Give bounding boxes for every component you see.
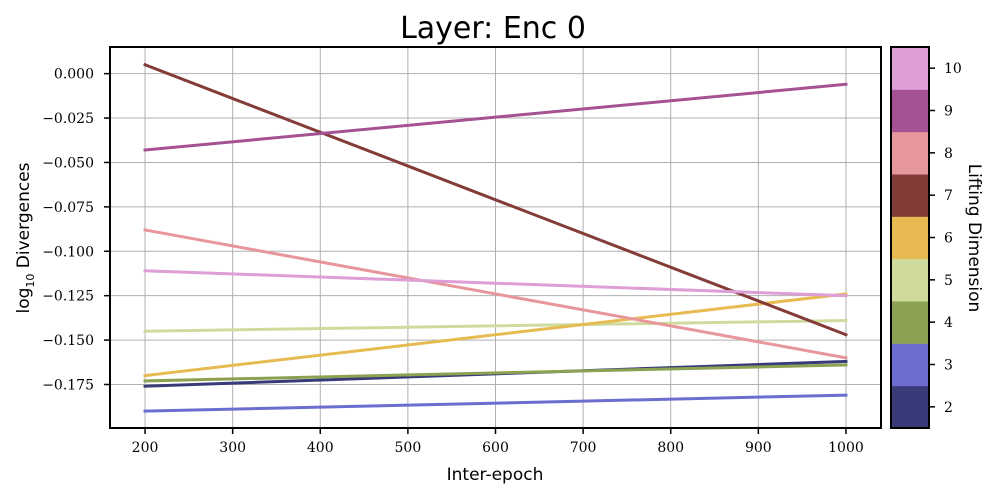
colorbar-segment [891, 385, 929, 429]
series-line-3 [143, 393, 848, 413]
colorbar-frame [890, 46, 930, 429]
series-lines [143, 62, 848, 413]
chart-title: Layer: Enc 0 [400, 11, 586, 46]
colorbar-tick-label: 6 [944, 231, 953, 247]
x-tick-label: 200 [132, 440, 159, 456]
colorbar-tick-label: 7 [944, 188, 953, 204]
y-tick-label: −0.025 [42, 111, 94, 127]
colorbar-segment [891, 258, 929, 302]
x-tick-label: 600 [482, 440, 509, 456]
x-tick-label: 700 [570, 440, 597, 456]
y-axis-label-sub: 10 [24, 274, 37, 288]
y-tick-label: −0.100 [42, 244, 94, 260]
y-axis-label-rest: Divergences [14, 162, 34, 273]
series-line-5 [143, 319, 848, 333]
colorbar-tick-label: 4 [944, 315, 953, 331]
y-tick-label: −0.150 [42, 333, 94, 349]
colorbar-segment [891, 301, 929, 344]
series-line-9 [143, 82, 848, 152]
colorbar-tick-label: 9 [944, 104, 953, 120]
colorbar-label: Lifting Dimension [964, 164, 984, 313]
y-axis-label: log10 Divergences [14, 162, 37, 313]
y-tick-label: −0.175 [42, 377, 94, 393]
colorbar-tick-label: 10 [944, 61, 962, 77]
series-line-4 [143, 363, 848, 383]
axis-ticks: 200 300 400 500 600 700 800 900 1000 0.000 −0.025 −… [42, 67, 864, 456]
y-tick-label: −0.050 [42, 155, 94, 171]
series-line-8 [143, 228, 848, 360]
y-tick-label: 0.000 [54, 67, 94, 83]
x-tick-label: 800 [657, 440, 684, 456]
colorbar-tick-label: 8 [944, 146, 953, 162]
colorbar-tick-label: 3 [944, 358, 953, 374]
colorbar-segment [891, 216, 929, 260]
colorbar-tick-label: 2 [944, 400, 953, 416]
series-line-10 [143, 269, 848, 298]
y-tick-label: −0.075 [42, 200, 94, 216]
colorbar: 2 3 4 5 6 7 8 9 10 [890, 46, 962, 429]
x-tick-label: 300 [219, 440, 246, 456]
x-tick-label: 500 [395, 440, 422, 456]
x-tick-label: 400 [307, 440, 334, 456]
y-axis-label-base: log [14, 288, 34, 314]
series-line-7 [143, 62, 848, 337]
colorbar-segment [891, 343, 929, 387]
colorbar-segment [891, 47, 929, 90]
colorbar-segment [891, 131, 929, 175]
x-axis-label: Inter-epoch [447, 465, 544, 485]
colorbar-segment [891, 89, 929, 133]
x-tick-label: 900 [745, 440, 772, 456]
series-line-6 [143, 292, 848, 378]
y-tick-label: −0.125 [42, 289, 94, 305]
x-tick-label: 1000 [828, 440, 864, 456]
grid [110, 47, 881, 428]
colorbar-segment [891, 174, 929, 217]
colorbar-tick-label: 5 [944, 273, 953, 289]
